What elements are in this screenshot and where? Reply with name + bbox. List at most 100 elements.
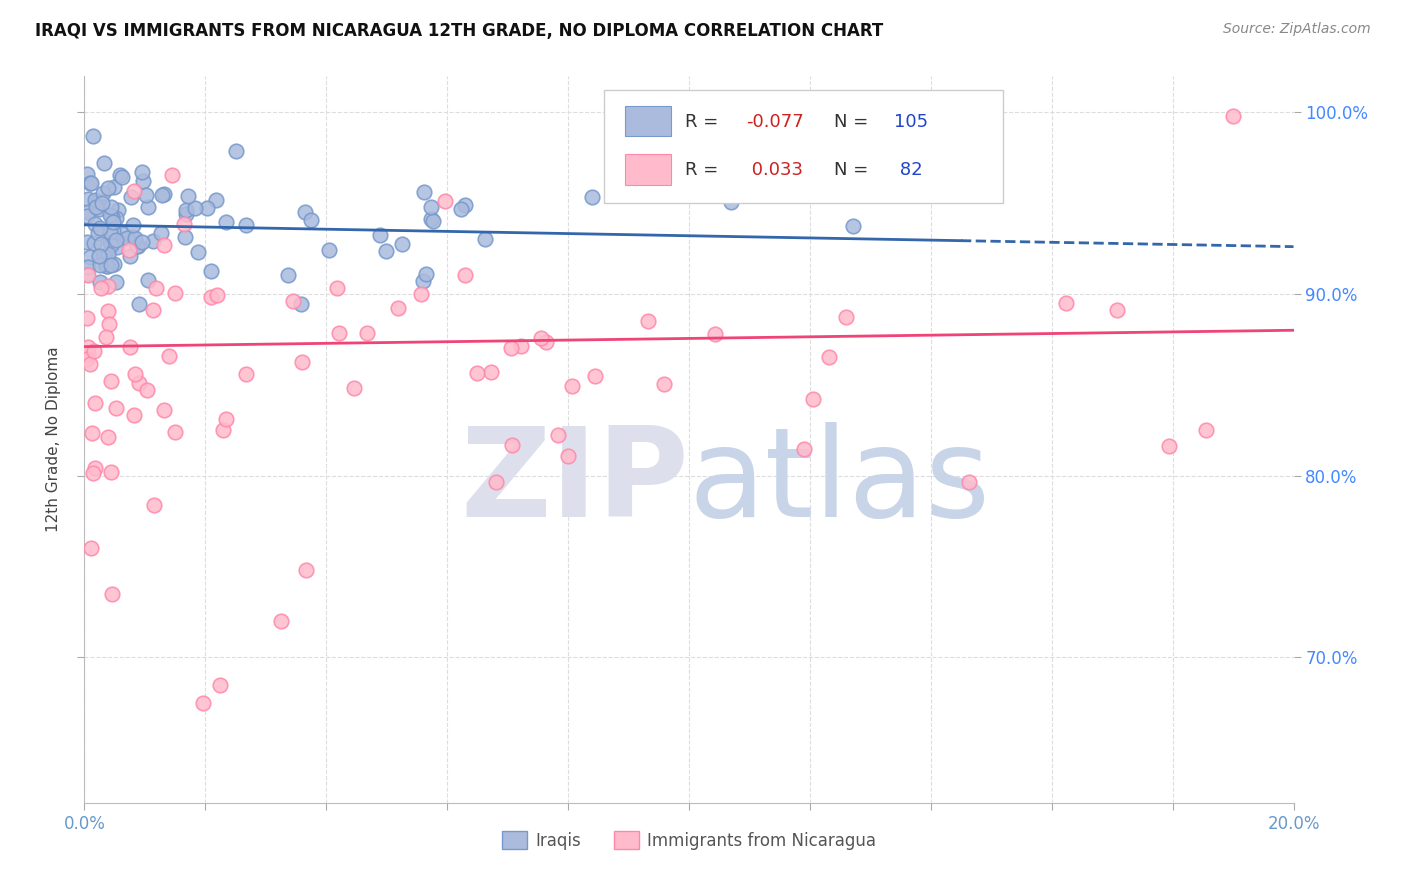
Point (82, 129, 104, 144)
Point (100, 238, 122, 252)
Point (115, 231, 138, 245)
Point (215, 412, 238, 426)
Bar (624, 154, 671, 185)
Point (77, 340, 100, 354)
Point (1105, 303, 1128, 318)
Point (474, 232, 496, 246)
Point (83, 344, 105, 359)
Bar (624, 105, 671, 136)
Point (118, 249, 141, 263)
Point (209, 678, 232, 692)
Point (132, 174, 155, 188)
Point (104, 211, 127, 225)
Point (420, 211, 443, 226)
Text: R =: R = (685, 112, 724, 130)
Point (97, 246, 120, 260)
Point (101, 211, 124, 225)
Point (76, 192, 98, 206)
Point (703, 326, 725, 341)
Point (131, 235, 153, 249)
Point (142, 498, 165, 512)
Point (621, 172, 644, 186)
Point (294, 205, 316, 219)
Point (124, 367, 146, 381)
Point (343, 381, 366, 395)
Point (225, 144, 247, 158)
Point (1056, 296, 1078, 310)
Point (235, 367, 257, 381)
Point (104, 233, 127, 247)
Point (103, 180, 125, 194)
Point (387, 301, 409, 315)
Point (162, 168, 184, 182)
Point (104, 401, 127, 415)
Point (561, 378, 583, 392)
Point (720, 194, 742, 209)
Point (326, 281, 349, 295)
Point (581, 190, 603, 204)
Point (122, 184, 145, 198)
Point (801, 392, 824, 406)
Point (89, 275, 111, 289)
Point (295, 563, 318, 577)
Point (91, 196, 114, 211)
Point (174, 203, 197, 218)
Point (96, 260, 118, 274)
Point (87, 226, 110, 240)
Point (101, 215, 124, 229)
Point (135, 383, 157, 397)
Point (150, 187, 173, 202)
Point (368, 227, 391, 242)
Point (76, 268, 98, 282)
FancyBboxPatch shape (605, 90, 1004, 203)
Y-axis label: 12th Grade, No Diploma: 12th Grade, No Diploma (46, 346, 62, 533)
Point (200, 264, 222, 278)
Point (100, 465, 122, 479)
Point (174, 207, 197, 221)
Point (205, 193, 228, 207)
Point (207, 287, 229, 301)
Point (83, 396, 105, 410)
Point (77, 260, 100, 275)
Point (165, 425, 187, 439)
Point (1195, 423, 1218, 437)
Point (77, 347, 100, 361)
Point (454, 198, 477, 212)
Point (93, 155, 115, 169)
Point (107, 202, 129, 217)
Legend: Iraqis, Immigrants from Nicaragua: Iraqis, Immigrants from Nicaragua (495, 825, 883, 856)
Point (467, 366, 489, 380)
Text: N =: N = (834, 112, 875, 130)
Text: N =: N = (834, 161, 875, 179)
Point (97, 430, 120, 444)
Text: ZIP: ZIP (460, 423, 689, 543)
Point (485, 475, 508, 490)
Point (89, 258, 111, 272)
Point (110, 168, 132, 182)
Point (122, 408, 145, 422)
Point (128, 376, 150, 390)
Point (103, 257, 125, 271)
Point (96, 259, 118, 273)
Point (195, 201, 218, 215)
Point (842, 219, 865, 233)
Point (76, 209, 98, 223)
Point (122, 219, 145, 233)
Point (83, 217, 105, 231)
Point (413, 185, 436, 199)
Point (153, 186, 176, 201)
Point (434, 194, 457, 209)
Point (76, 235, 98, 250)
Point (98, 225, 121, 239)
Point (283, 293, 305, 308)
Point (87, 202, 110, 217)
Point (76, 351, 98, 366)
Point (153, 403, 176, 417)
Point (93, 252, 115, 267)
Point (101, 224, 124, 238)
Point (100, 375, 122, 389)
Point (97, 303, 120, 318)
Point (76, 311, 98, 326)
Point (501, 438, 523, 452)
Point (82, 466, 104, 480)
